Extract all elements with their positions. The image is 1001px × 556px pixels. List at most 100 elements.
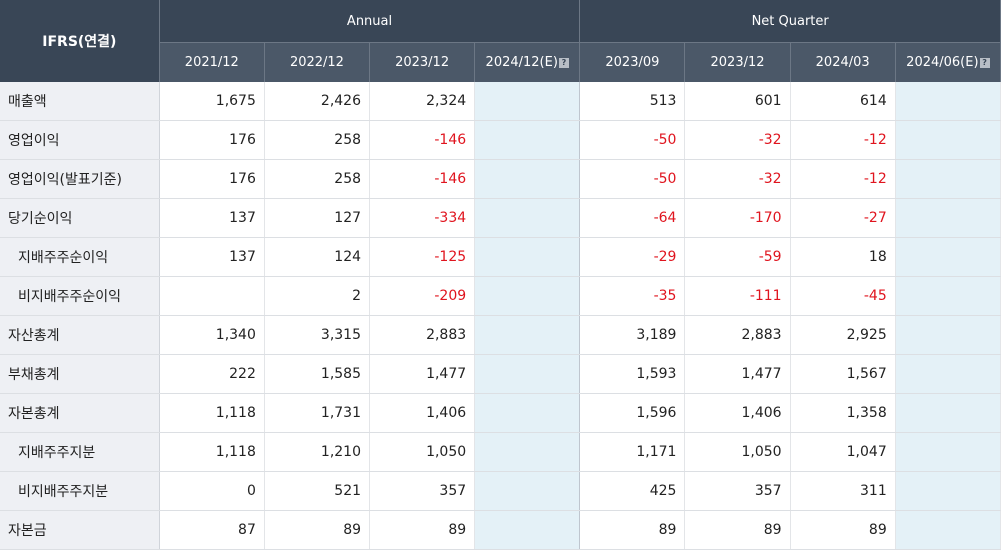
table-row: 지배주주지분 1,118 1,210 1,050 1,171 1,050 1,047 — [0, 432, 1001, 472]
row-label[interactable]: 자본금 — [0, 510, 160, 550]
table-cell: -35 — [579, 276, 686, 316]
table-cell: 2,883 — [369, 315, 476, 355]
table-cell — [895, 432, 1001, 472]
table-cell — [895, 120, 1001, 160]
table-cell: 357 — [684, 471, 791, 511]
table-cell — [895, 510, 1001, 550]
table-cell — [474, 315, 581, 355]
header-group-row: IFRS(연결) Annual Net Quarter — [0, 0, 1001, 82]
table-cell: 357 — [369, 471, 476, 511]
table-row: 당기순이익 137 127 -334 -64 -170 -27 — [0, 198, 1001, 238]
period-header: 2022/12 — [264, 42, 371, 82]
table-cell — [474, 354, 581, 394]
row-label[interactable]: 자본총계 — [0, 393, 160, 433]
table-row: 자본금 87 89 89 89 89 89 — [0, 510, 1001, 550]
table-cell: 1,210 — [264, 432, 371, 472]
table-cell — [895, 82, 1001, 121]
table-cell — [474, 471, 581, 511]
period-label: 2024/03 — [815, 55, 870, 70]
table-cell: 127 — [264, 198, 371, 238]
table-cell: -64 — [579, 198, 686, 238]
table-cell — [474, 120, 581, 160]
table-cell: -50 — [579, 159, 686, 199]
period-header: 2024/03 — [790, 42, 896, 82]
row-label[interactable]: 지배주주지분 — [0, 432, 160, 472]
table-cell — [474, 82, 581, 121]
table-cell: 521 — [264, 471, 371, 511]
table-cell: -12 — [790, 159, 896, 199]
period-header-estimate: 2024/06(E)? — [895, 42, 1001, 82]
table-row: 지배주주순이익 137 124 -125 -29 -59 18 — [0, 237, 1001, 277]
table-cell: 513 — [579, 82, 686, 121]
table-cell: 3,315 — [264, 315, 371, 355]
table-cell — [895, 315, 1001, 355]
table-cell — [474, 237, 581, 277]
table-cell: -125 — [369, 237, 476, 277]
table-cell — [895, 159, 1001, 199]
row-label[interactable]: 지배주주순이익 — [0, 237, 160, 277]
table-cell: 614 — [790, 82, 896, 121]
table-cell — [474, 393, 581, 433]
table-cell: -12 — [790, 120, 896, 160]
period-header: 2021/12 — [159, 42, 265, 82]
table-cell: 1,585 — [264, 354, 371, 394]
row-label[interactable]: 부채총계 — [0, 354, 160, 394]
table-row: 비지배주주순이익 2 -209 -35 -111 -45 — [0, 276, 1001, 316]
annual-group-header[interactable]: Annual — [159, 0, 581, 43]
question-mark-icon[interactable]: ? — [558, 58, 569, 68]
table-cell — [474, 198, 581, 238]
table-cell: 89 — [684, 510, 791, 550]
table-cell: -45 — [790, 276, 896, 316]
table-cell: 2,426 — [264, 82, 371, 121]
period-header: 2023/12 — [684, 42, 791, 82]
table-cell: 1,047 — [790, 432, 896, 472]
table-cell: -111 — [684, 276, 791, 316]
table-cell: 258 — [264, 159, 371, 199]
row-label[interactable]: 비지배주주지분 — [0, 471, 160, 511]
table-cell: 1,477 — [684, 354, 791, 394]
row-label[interactable]: 매출액 — [0, 82, 160, 121]
period-label: 2023/12 — [395, 55, 450, 70]
table-cell: 1,118 — [159, 393, 265, 433]
table-cell: -32 — [684, 120, 791, 160]
table-cell: 1,118 — [159, 432, 265, 472]
table-cell: 1,675 — [159, 82, 265, 121]
table-cell: -170 — [684, 198, 791, 238]
table-cell: 601 — [684, 82, 791, 121]
table-cell — [895, 237, 1001, 277]
table-cell: 137 — [159, 237, 265, 277]
row-label[interactable]: 비지배주주순이익 — [0, 276, 160, 316]
table-cell: 222 — [159, 354, 265, 394]
question-mark-icon[interactable]: ? — [979, 58, 990, 68]
table-row: 자산총계 1,340 3,315 2,883 3,189 2,883 2,925 — [0, 315, 1001, 355]
table-row: 비지배주주지분 0 521 357 425 357 311 — [0, 471, 1001, 511]
table-cell — [895, 393, 1001, 433]
table-cell: -334 — [369, 198, 476, 238]
row-label[interactable]: 자산총계 — [0, 315, 160, 355]
period-label: 2023/12 — [710, 55, 765, 70]
quarter-group-header[interactable]: Net Quarter — [579, 0, 1001, 43]
table-cell: 89 — [579, 510, 686, 550]
table-row: 자본총계 1,118 1,731 1,406 1,596 1,406 1,358 — [0, 393, 1001, 433]
row-label[interactable]: 영업이익 — [0, 120, 160, 160]
table-cell: 2 — [264, 276, 371, 316]
table-cell: 87 — [159, 510, 265, 550]
table-cell — [474, 432, 581, 472]
table-cell: -59 — [684, 237, 791, 277]
table-cell: 2,324 — [369, 82, 476, 121]
table-cell: 311 — [790, 471, 896, 511]
table-cell: 1,050 — [369, 432, 476, 472]
table-cell — [474, 159, 581, 199]
table-cell: -50 — [579, 120, 686, 160]
period-header-estimate: 2024/12(E)? — [474, 42, 581, 82]
row-label[interactable]: 영업이익(발표기준) — [0, 159, 160, 199]
period-label: 2024/06(E) — [906, 55, 979, 70]
table-cell — [474, 510, 581, 550]
period-label: 2022/12 — [289, 55, 344, 70]
period-label: 2021/12 — [184, 55, 239, 70]
row-label[interactable]: 당기순이익 — [0, 198, 160, 238]
table-cell: 1,171 — [579, 432, 686, 472]
table-cell: 3,189 — [579, 315, 686, 355]
table-cell: -27 — [790, 198, 896, 238]
table-cell: -146 — [369, 120, 476, 160]
